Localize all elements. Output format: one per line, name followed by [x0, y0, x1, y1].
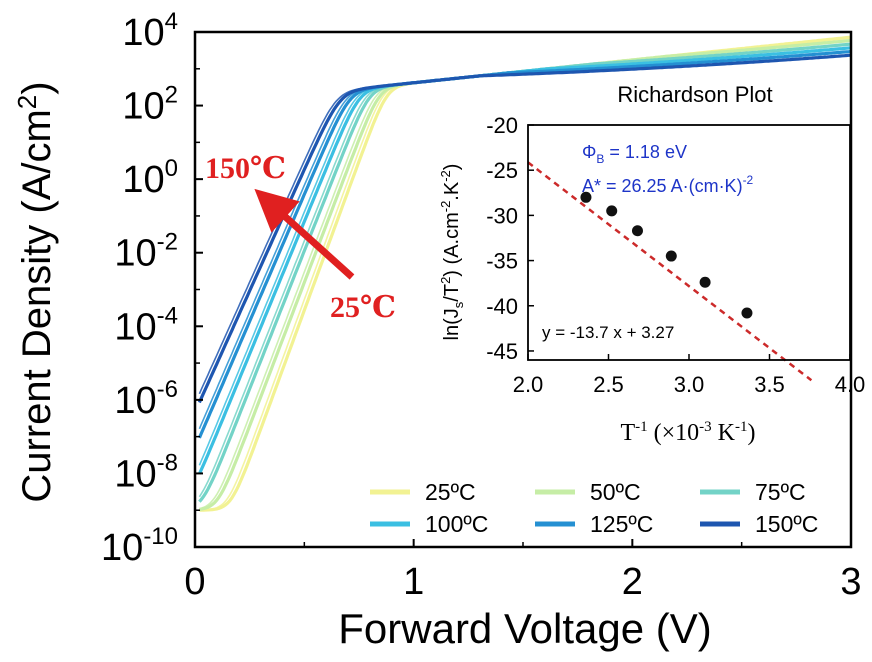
legend-label: 125ºC — [590, 511, 653, 537]
main-y-tick-label: 10-4 — [114, 302, 178, 348]
data-point — [741, 307, 753, 319]
main-y-axis-label: Current Density (A/cm2) — [12, 81, 59, 502]
legend-label: 150ºC — [755, 511, 818, 537]
main-y-tick-label: 10-6 — [114, 376, 178, 422]
inset-x-tick-label: 2.5 — [593, 372, 624, 397]
a-star-value: A* = 26.25 A·(cm·K)-2 — [582, 173, 754, 196]
main-y-tick-label: 10-10 — [101, 523, 178, 569]
inset-y-tick-label: -25 — [486, 158, 518, 183]
series-line-echo-5 — [198, 54, 851, 395]
legend: 25ºC 50ºC 75ºC 100ºC 125ºC 150ºC — [370, 479, 818, 537]
main-x-tick-label: 0 — [184, 561, 205, 603]
data-point — [631, 225, 643, 237]
inset-y-tick-label: -40 — [486, 294, 518, 319]
legend-label: 75ºC — [755, 479, 806, 505]
fit-equation: y = -13.7 x + 3.27 — [542, 323, 674, 342]
main-y-tick-label: 102 — [122, 82, 178, 128]
main-y-tick-label: 10-8 — [114, 449, 178, 495]
inset-x-tick-label: 2.0 — [513, 372, 544, 397]
inset-y-tick-label: -45 — [486, 339, 518, 364]
main-y-ticks: 104 102 100 10-2 10-4 10-6 10-8 10-10 — [101, 8, 203, 569]
main-y-tick-label: 10-2 — [114, 229, 178, 275]
data-point — [606, 205, 618, 217]
inset-x-tick-label: 3.0 — [674, 372, 705, 397]
inset-x-tick-label: 4.0 — [835, 372, 866, 397]
inset-x-tick-label: 3.5 — [754, 372, 785, 397]
phi-b-value: ΦB = 1.18 eV — [582, 142, 687, 166]
inset-x-ticks: 2.0 2.5 3.0 3.5 4.0 — [513, 354, 866, 397]
temperature-arrow — [254, 188, 355, 280]
main-x-tick-label: 2 — [622, 561, 643, 603]
inset-x-axis-label: T-1 (×10-3 K-1) — [620, 419, 755, 446]
inset-y-axis-label: ln(Js/T2) (A.cm-2.K-2) — [438, 164, 466, 341]
inset-y-ticks: -20 -25 -30 -35 -40 -45 — [486, 113, 534, 364]
data-point — [665, 250, 677, 262]
main-y-tick-label: 100 — [122, 155, 178, 201]
inset-y-tick-label: -20 — [486, 113, 518, 138]
annotation-150c: 150℃ — [205, 152, 286, 185]
legend-label: 50ºC — [590, 479, 641, 505]
main-x-tick-label: 3 — [840, 561, 861, 603]
data-point — [699, 276, 711, 288]
main-x-axis-label: Forward Voltage (V) — [338, 605, 712, 652]
fit-line — [527, 161, 813, 382]
inset-fit-group — [527, 161, 813, 382]
series-line-echo-4 — [198, 50, 851, 430]
main-y-tick-label: 104 — [122, 8, 178, 54]
data-point — [580, 191, 592, 203]
inset-title: Richardson Plot — [617, 82, 772, 107]
legend-label: 100ºC — [425, 511, 488, 537]
main-x-ticks: 0 1 2 3 — [184, 539, 862, 603]
main-x-tick-label: 1 — [403, 561, 424, 603]
inset-points-group — [580, 191, 753, 319]
legend-label: 25ºC — [425, 479, 476, 505]
inset-background — [528, 125, 850, 360]
annotation-25c: 25℃ — [330, 291, 396, 324]
inset-y-tick-label: -30 — [486, 203, 518, 228]
inset-richardson-plot: 2.0 2.5 3.0 3.5 4.0 -20 -25 -30 -35 -40 -45 Richa… — [438, 82, 865, 446]
inset-y-tick-label: -35 — [486, 249, 518, 274]
